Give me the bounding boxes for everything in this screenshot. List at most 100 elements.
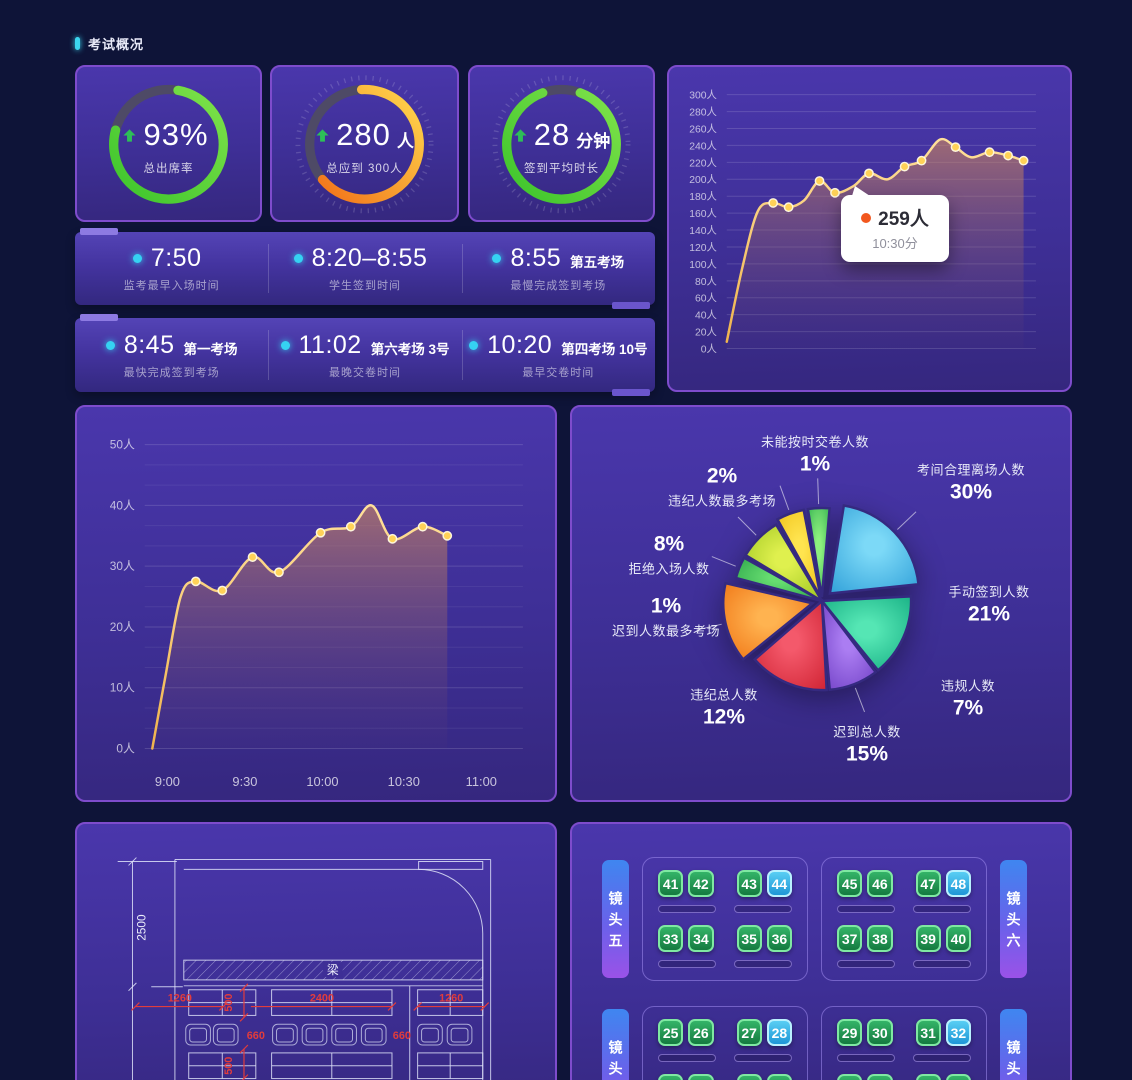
- gauge-ring: [492, 75, 631, 214]
- svg-text:0人: 0人: [701, 343, 717, 355]
- svg-text:180人: 180人: [689, 191, 717, 203]
- stat-slowest-signin-room: 8:55 第五考场 最慢完成签到考场: [461, 232, 655, 305]
- seat[interactable]: [688, 1074, 714, 1080]
- seat-29[interactable]: 29: [837, 1019, 863, 1046]
- seat-43[interactable]: 43: [736, 870, 762, 897]
- seat-28[interactable]: 28: [766, 1019, 792, 1046]
- camera-label: 镜头六: [1000, 860, 1027, 978]
- stat-desc: 最快完成签到考场: [123, 366, 220, 379]
- desk-bar: [837, 960, 895, 968]
- seat-map-card: 镜头五 41 42 43 44 33 34 35 36: [570, 822, 1072, 1080]
- svg-text:240人: 240人: [689, 140, 717, 152]
- dim-1260-right: 1260: [439, 993, 463, 1005]
- seat-25[interactable]: 25: [658, 1019, 684, 1046]
- seat[interactable]: [766, 1074, 792, 1080]
- seat-41[interactable]: 41: [658, 870, 684, 897]
- gauge-ring: [109, 84, 228, 204]
- seat-42[interactable]: 42: [688, 870, 714, 897]
- stat-earliest-entry: 7:50 监考最早入场时间: [75, 232, 268, 305]
- seat[interactable]: [736, 1074, 762, 1080]
- desk-bar: [837, 905, 895, 913]
- seat-32[interactable]: 32: [945, 1019, 971, 1046]
- gauge-text: 280 人 总应到 300人: [272, 117, 457, 176]
- seat-map: 镜头五 41 42 43 44 33 34 35 36: [572, 824, 1070, 1080]
- svg-text:10:30: 10:30: [388, 774, 420, 789]
- svg-text:300人: 300人: [689, 90, 717, 102]
- svg-text:50人: 50人: [110, 438, 135, 452]
- tooltip-time: 10:30分: [872, 236, 918, 251]
- desk-bar: [913, 1054, 971, 1062]
- stat-desc: 最早交卷时间: [522, 366, 595, 379]
- seat-47[interactable]: 47: [915, 870, 941, 897]
- seat-38[interactable]: 38: [867, 925, 893, 952]
- dot-icon: [492, 254, 502, 263]
- arrow-up-icon: [514, 128, 527, 142]
- gauge-unit: 人: [396, 131, 414, 151]
- seat[interactable]: [658, 1074, 684, 1080]
- seat-section: 镜头三 25 26 27 28: [602, 1006, 1046, 1080]
- svg-text:10:00: 10:00: [306, 774, 338, 789]
- signin-trend-chart-card: 0人 10人 20人 30人 40人 50人 9:00 9:30 10:00 10:30 11:00: [75, 405, 557, 802]
- seat[interactable]: [915, 1074, 941, 1080]
- seat-36[interactable]: 36: [766, 925, 792, 952]
- seat-46[interactable]: 46: [867, 870, 893, 897]
- gauge-value: 280: [336, 117, 391, 152]
- svg-text:200人: 200人: [689, 174, 717, 186]
- dim-1260-left: 1260: [168, 993, 192, 1005]
- seat-group: 25 26 27 28: [642, 1006, 808, 1080]
- gauge-label: 签到平均时长: [524, 163, 599, 175]
- seat-26[interactable]: 26: [688, 1019, 714, 1046]
- seat-group: 41 42 43 44 33 34 35 36: [642, 857, 808, 981]
- seat-48[interactable]: 48: [945, 870, 971, 897]
- seat-group: 29 30 31 32: [821, 1006, 987, 1080]
- seat[interactable]: [837, 1074, 863, 1080]
- gauge-card-signed-in: 280 人 总应到 300人: [270, 65, 459, 222]
- camera-label: 镜头三: [602, 1009, 629, 1080]
- seat-44[interactable]: 44: [766, 870, 792, 897]
- seat-40[interactable]: 40: [945, 925, 971, 952]
- seat-30[interactable]: 30: [867, 1019, 893, 1046]
- svg-text:9:30: 9:30: [232, 774, 257, 789]
- seat[interactable]: [867, 1074, 893, 1080]
- time-stats-bar-1: 7:50 监考最早入场时间 8:20–8:55 学生签到时间 8:55 第五考场…: [75, 228, 655, 309]
- chart-tooltip: 259人 10:30分: [841, 186, 949, 262]
- stat-time: 7:50: [150, 244, 202, 272]
- signin-trend-chart[interactable]: 0人 10人 20人 30人 40人 50人 9:00 9:30 10:00 10:30 11:00: [77, 407, 555, 800]
- dot-icon: [469, 340, 479, 350]
- camera-label: 镜头五: [602, 860, 629, 978]
- stat-suffix: 第五考场: [570, 255, 625, 270]
- seat[interactable]: [945, 1074, 971, 1080]
- seat-27[interactable]: 27: [736, 1019, 762, 1046]
- desk-bar: [658, 1054, 716, 1062]
- seat-37[interactable]: 37: [837, 925, 863, 952]
- svg-text:30人: 30人: [110, 559, 135, 573]
- dot-icon: [280, 340, 290, 350]
- seat-35[interactable]: 35: [736, 925, 762, 952]
- svg-text:160人: 160人: [689, 208, 717, 220]
- section-header: 考试概况: [75, 34, 144, 53]
- dim-660-b: 660: [393, 1030, 411, 1042]
- stat-suffix: 第一考场: [183, 341, 238, 357]
- seat-33[interactable]: 33: [658, 925, 684, 952]
- exam-breakdown-pie-card: 未能按时交卷人数 1% 考间合理离场人数 30% 手动签到人数 21% 违规人数 7% …: [570, 405, 1072, 802]
- seat-34[interactable]: 34: [688, 925, 714, 952]
- tooltip-dot-icon: [861, 212, 872, 223]
- gauge-label: 总应到 300人: [326, 163, 403, 175]
- dim-660-a: 660: [247, 1030, 265, 1042]
- gauge-card-avg-signin-time: 28 分钟 签到平均时长: [468, 65, 655, 222]
- seat-39[interactable]: 39: [915, 925, 941, 952]
- dim-2500: 2500: [134, 914, 148, 941]
- stat-time: 8:55: [510, 244, 562, 272]
- svg-text:10人: 10人: [110, 681, 135, 695]
- section-bullet-icon: [75, 37, 80, 50]
- gauge-ring: [295, 75, 434, 214]
- stat-time: 8:20–8:55: [311, 244, 428, 272]
- svg-text:260人: 260人: [689, 123, 717, 135]
- seat-45[interactable]: 45: [837, 870, 863, 897]
- seat-group: 45 46 47 48 37 38 39 40: [821, 857, 987, 981]
- exam-breakdown-pie-chart[interactable]: [572, 407, 1070, 800]
- svg-text:20人: 20人: [110, 620, 135, 634]
- seat-31[interactable]: 31: [915, 1019, 941, 1046]
- svg-text:140人: 140人: [689, 225, 717, 237]
- svg-text:60人: 60人: [695, 293, 717, 305]
